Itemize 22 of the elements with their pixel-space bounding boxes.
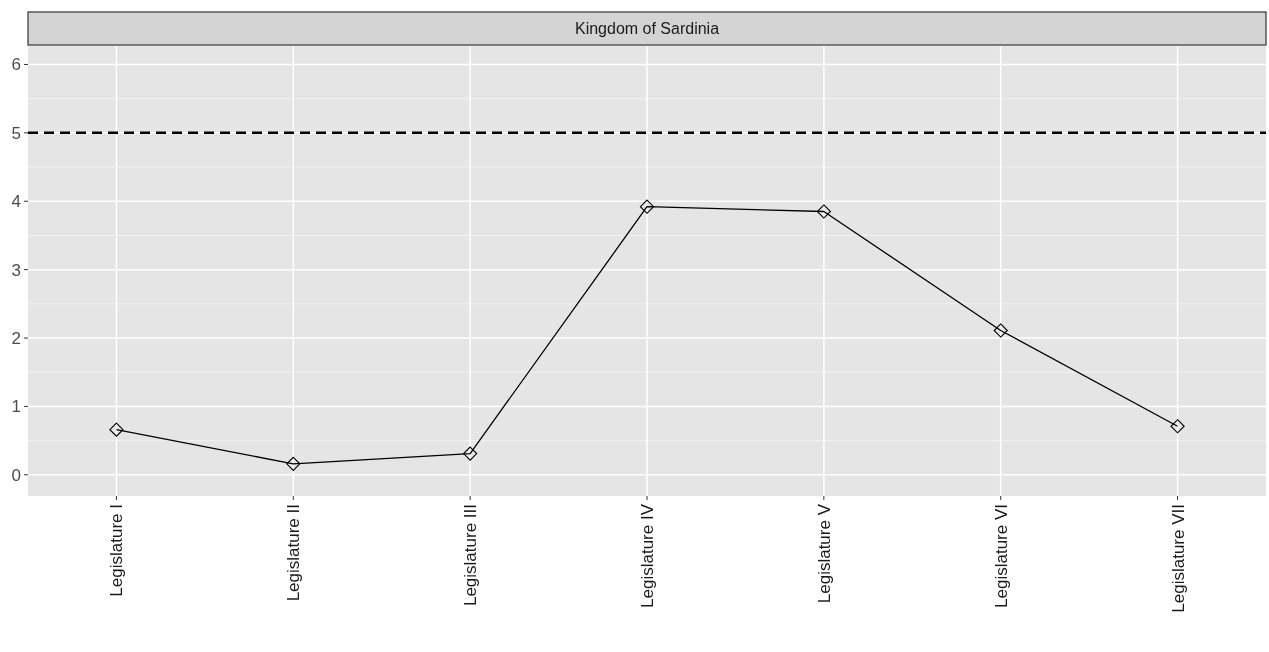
x-tick-label: Legislature II xyxy=(284,504,304,602)
y-tick-label: 3 xyxy=(11,260,21,280)
x-tick-label: Legislature VI xyxy=(991,504,1011,608)
y-tick-label: 6 xyxy=(11,55,21,75)
x-tick-label: Legislature IV xyxy=(638,503,657,608)
x-tick-label: Legislature I xyxy=(107,504,127,597)
x-tick-label: Legislature V xyxy=(814,503,834,604)
point xyxy=(109,422,124,437)
chart-title: Kingdom of Sardinia xyxy=(574,20,720,37)
y-tick-label: 0 xyxy=(11,465,21,485)
point xyxy=(639,199,655,214)
point xyxy=(993,323,1008,338)
y-tick-label: 5 xyxy=(11,123,21,143)
point xyxy=(1170,419,1185,434)
y-tick-label: 1 xyxy=(11,397,21,417)
y-tick-label: 4 xyxy=(11,192,21,212)
point xyxy=(463,446,478,461)
x-tick-label: Legislature VII xyxy=(1168,504,1188,613)
point xyxy=(286,456,301,471)
y-tick-label: 2 xyxy=(11,328,21,348)
point xyxy=(816,204,831,219)
x-tick-label: Legislature III xyxy=(461,504,481,607)
